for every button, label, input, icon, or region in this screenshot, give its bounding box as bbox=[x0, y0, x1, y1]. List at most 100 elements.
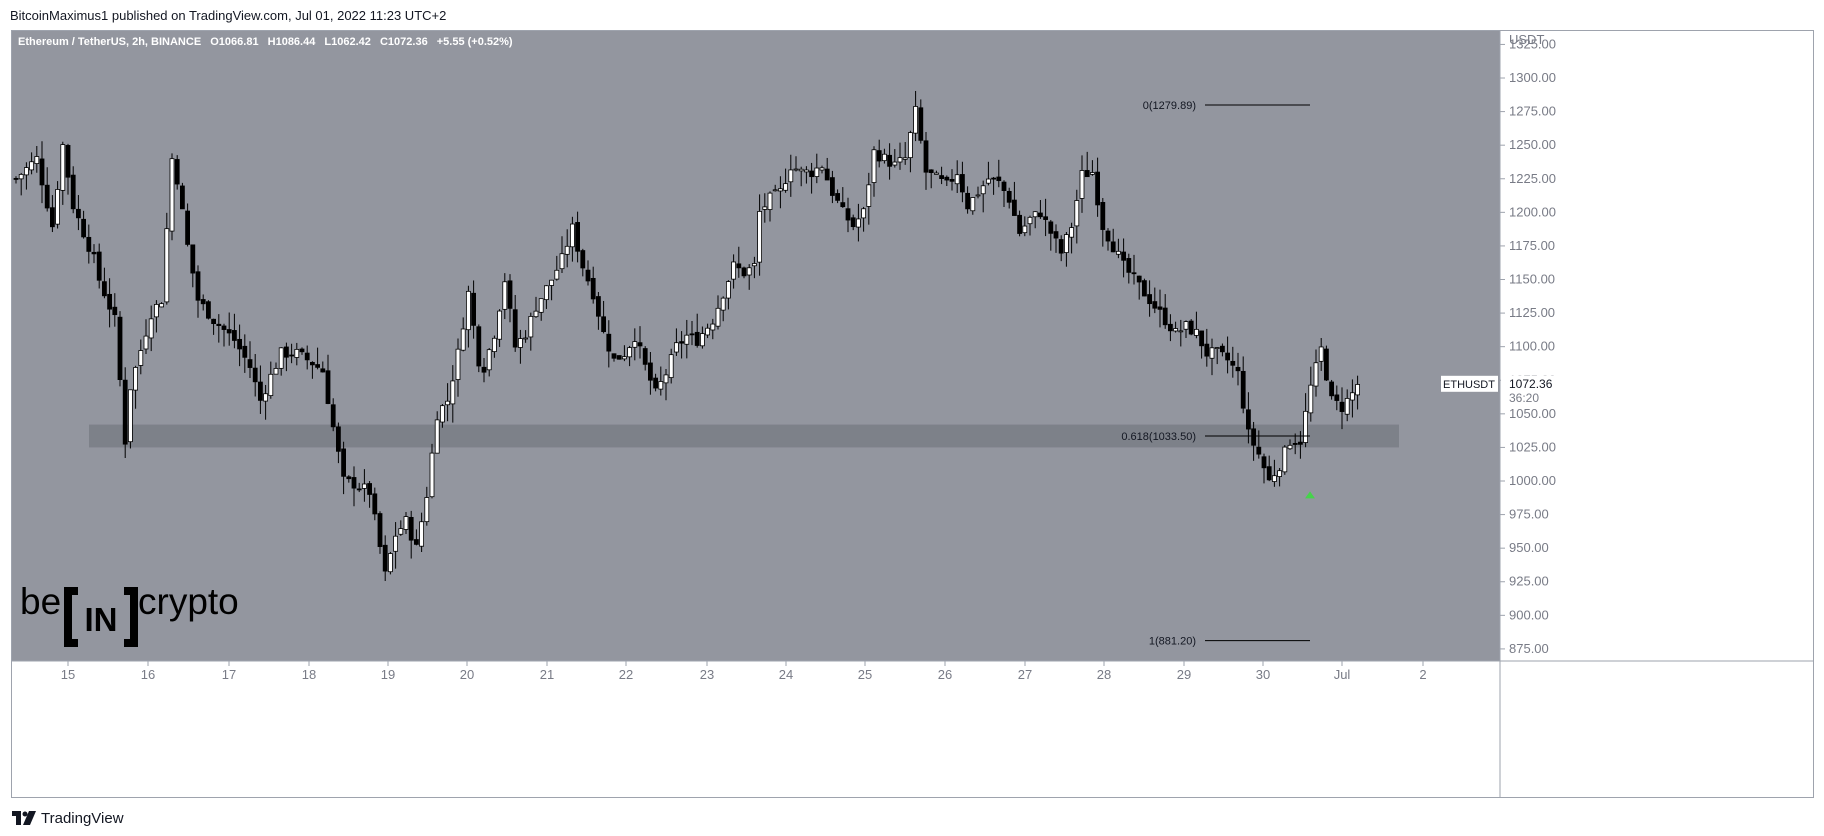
candle-body bbox=[746, 267, 752, 276]
candle-body bbox=[788, 169, 794, 183]
price-tick-label: 1150.00 bbox=[1509, 272, 1555, 287]
candle-body bbox=[419, 521, 425, 547]
candle-body bbox=[102, 281, 107, 297]
candle-body bbox=[273, 368, 279, 375]
candle-body bbox=[335, 426, 341, 452]
price-tick-label: 1100.00 bbox=[1509, 339, 1555, 354]
candle-body bbox=[913, 106, 918, 134]
candle-body bbox=[39, 158, 45, 186]
candle-body bbox=[1152, 301, 1158, 309]
candle-body bbox=[762, 206, 768, 210]
candle-body bbox=[1287, 444, 1293, 450]
candle-body bbox=[689, 333, 695, 336]
candle-body bbox=[715, 307, 721, 327]
legend-high-value: 1086.44 bbox=[276, 36, 317, 48]
support-zone bbox=[89, 424, 1399, 448]
candle-body bbox=[679, 341, 684, 344]
candle-body bbox=[242, 345, 248, 358]
candle-body bbox=[1157, 306, 1163, 310]
candle-body bbox=[481, 366, 487, 373]
candle-body bbox=[299, 348, 305, 353]
candle-body bbox=[996, 176, 1002, 182]
candle-body bbox=[809, 170, 814, 178]
candle-body bbox=[970, 197, 976, 212]
candle-body bbox=[44, 184, 50, 209]
time-tick-label: 23 bbox=[700, 667, 714, 682]
candle-body bbox=[814, 167, 820, 177]
candle-body bbox=[1209, 347, 1215, 359]
candle-body bbox=[159, 303, 165, 308]
time-axis[interactable]: 15 16 17 18 19 20 21 22 23 24 25 26 27 28 29 30 Jul 2 bbox=[61, 661, 1427, 682]
candle-body bbox=[866, 184, 872, 207]
candle-body bbox=[497, 310, 503, 340]
chart-frame[interactable]: 0(1279.89) 0.618(1033.50) 1(881.20) Ethe… bbox=[11, 30, 1814, 798]
candle-body bbox=[850, 217, 856, 228]
candle-body bbox=[700, 333, 705, 347]
candle-body bbox=[726, 281, 731, 299]
price-tag-value: 1072.36 bbox=[1509, 377, 1553, 391]
candle-body bbox=[320, 368, 326, 373]
candle-body bbox=[1027, 216, 1033, 225]
candle-body bbox=[845, 208, 851, 221]
candle-body bbox=[237, 338, 243, 350]
candle-body bbox=[570, 223, 575, 248]
candle-body bbox=[1162, 307, 1168, 326]
legend-change: +5.55 (+0.52%) bbox=[437, 36, 513, 48]
legend-close-label: C bbox=[380, 36, 388, 48]
price-axis[interactable]: 1325.00 1300.00 1275.00 1250.00 1225.00 1200.… bbox=[1500, 36, 1556, 656]
becrypto-watermark: be IN crypto bbox=[20, 581, 239, 647]
candle-body bbox=[1178, 330, 1184, 333]
fib-level-618-label: 0.618(1033.50) bbox=[1121, 431, 1196, 443]
candle-body bbox=[200, 299, 206, 305]
candle-body bbox=[247, 359, 253, 368]
legend-open-value: 1066.81 bbox=[219, 36, 259, 48]
candle-body bbox=[1084, 170, 1090, 178]
candle-body bbox=[918, 107, 924, 141]
candle-body bbox=[294, 348, 300, 358]
price-tick-label: 1325.00 bbox=[1509, 36, 1556, 51]
candle-body bbox=[1303, 410, 1308, 443]
candle-body bbox=[1298, 441, 1303, 445]
candle-body bbox=[1116, 250, 1121, 255]
candle-body bbox=[980, 185, 986, 195]
legend-symbol: Ethereum / TetherUS, 2h, BINANCE bbox=[18, 36, 201, 48]
candle-body bbox=[1053, 231, 1059, 239]
candle-body bbox=[325, 370, 331, 404]
legend-close-value: 1072.36 bbox=[388, 36, 428, 48]
candle-body bbox=[263, 393, 269, 402]
candle-body bbox=[944, 176, 950, 181]
candle-body bbox=[445, 400, 451, 406]
candle-body bbox=[377, 513, 383, 547]
candlestick-chart[interactable]: 0(1279.89) 0.618(1033.50) 1(881.20) Ethe… bbox=[12, 31, 1813, 797]
candle-body bbox=[179, 185, 185, 210]
candle-body bbox=[372, 493, 378, 515]
candle-body bbox=[1069, 227, 1074, 238]
candle-body bbox=[533, 310, 539, 318]
candle-body bbox=[169, 158, 175, 232]
price-tag-countdown: 36:20 bbox=[1509, 391, 1539, 405]
candle-body bbox=[1126, 258, 1132, 273]
candle-body bbox=[148, 318, 154, 339]
candle-body bbox=[1214, 347, 1220, 349]
candle-body bbox=[341, 448, 347, 477]
candle-body bbox=[1339, 401, 1345, 412]
candle-body bbox=[1048, 221, 1054, 234]
candle-body bbox=[778, 188, 783, 192]
time-tick-label: 16 bbox=[141, 667, 155, 682]
candle-body bbox=[216, 323, 222, 326]
candles-layer bbox=[13, 90, 1360, 582]
candle-body bbox=[429, 452, 435, 498]
candle-body bbox=[1251, 428, 1256, 446]
symbol-tag bbox=[1441, 375, 1498, 392]
candle-body bbox=[575, 222, 580, 252]
candle-body bbox=[29, 161, 35, 171]
time-tick-label: 2 bbox=[1419, 667, 1426, 682]
candle-body bbox=[876, 150, 882, 162]
fib-lines bbox=[1205, 104, 1310, 642]
candle-body bbox=[408, 517, 414, 541]
legend-low-label: L bbox=[324, 36, 331, 48]
plot-area[interactable] bbox=[12, 31, 1500, 661]
candle-body bbox=[684, 334, 690, 345]
candle-body bbox=[559, 253, 565, 270]
candle-body bbox=[1277, 470, 1282, 477]
